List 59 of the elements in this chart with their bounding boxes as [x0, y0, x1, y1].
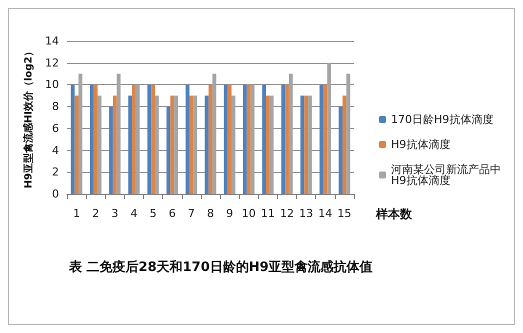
bar — [266, 96, 270, 194]
bar — [281, 84, 286, 194]
bar — [338, 106, 343, 194]
x-tick-label: 12 — [280, 207, 294, 220]
bar — [166, 106, 170, 194]
y-axis-title: H9亚型禽流感HI效价（log2） — [22, 46, 35, 188]
y-tick-label: 2 — [52, 166, 59, 179]
bar — [70, 84, 75, 194]
x-tick-label: 14 — [318, 207, 332, 220]
x-tick-label: 2 — [92, 207, 100, 220]
bar — [300, 96, 304, 194]
x-tick-label: 9 — [226, 207, 234, 220]
x-tick-label: 8 — [207, 207, 214, 220]
y-tick-label: 4 — [52, 144, 59, 157]
bar — [204, 96, 209, 194]
legend-label: 河南某公司新流产品中H9抗体滴度 — [391, 163, 501, 187]
bar — [285, 84, 289, 194]
bar — [246, 84, 251, 194]
x-tick-label: 6 — [168, 207, 176, 220]
y-tick-label: 12 — [45, 56, 59, 70]
y-tick-label: 6 — [52, 122, 59, 135]
bar — [304, 96, 308, 194]
bar — [128, 96, 132, 194]
x-axis-title: 样本数 — [375, 207, 413, 221]
bar — [186, 84, 190, 194]
bar — [74, 96, 78, 194]
y-tick-label: 0 — [52, 188, 59, 200]
bar — [323, 84, 328, 194]
bar — [112, 96, 117, 194]
bar — [228, 84, 232, 194]
y-tick-label: 14 — [45, 34, 59, 48]
x-tick-label: 1 — [73, 207, 80, 220]
y-tick-label: 8 — [52, 100, 59, 114]
x-tick-label: 4 — [130, 207, 138, 220]
bar — [151, 84, 156, 194]
bar — [342, 96, 346, 194]
x-tick-label: 3 — [111, 207, 118, 220]
bar — [243, 84, 247, 194]
x-tick-label: 5 — [150, 207, 157, 220]
x-tick-label: 11 — [260, 207, 275, 220]
legend-label: 170日龄H9抗体滴度 — [391, 113, 494, 126]
x-tick-label: 13 — [299, 207, 314, 220]
bar — [147, 84, 152, 194]
bar — [208, 84, 212, 194]
bar — [224, 84, 228, 194]
legend-label: H9抗体滴度 — [391, 138, 450, 151]
text: 表 二免疫后28天和170日龄的H9亚型禽流感抗体值 — [68, 259, 373, 275]
x-tick-label: 7 — [188, 207, 195, 220]
bar — [109, 106, 113, 194]
bar — [94, 84, 98, 194]
bar — [90, 84, 94, 194]
bar — [320, 84, 324, 194]
y-tick-label: 10 — [45, 78, 59, 92]
x-tick-label: 15 — [337, 207, 352, 220]
bar — [170, 96, 174, 194]
bar — [189, 96, 194, 194]
bar — [132, 84, 136, 194]
bar — [262, 84, 266, 194]
x-tick-label: 10 — [242, 207, 256, 220]
